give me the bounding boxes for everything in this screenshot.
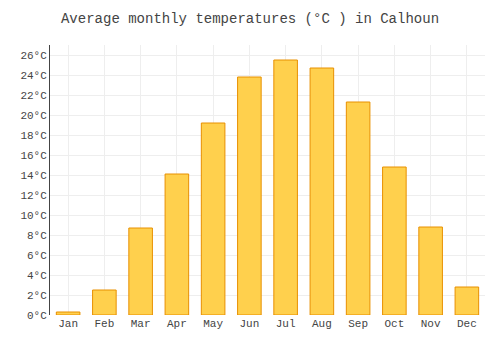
svg-text:Aug: Aug bbox=[312, 318, 332, 330]
svg-text:0°C: 0°C bbox=[27, 310, 47, 322]
svg-text:Oct: Oct bbox=[384, 318, 404, 330]
svg-text:8°C: 8°C bbox=[27, 230, 47, 242]
svg-text:22°C: 22°C bbox=[20, 90, 47, 102]
svg-text:Apr: Apr bbox=[167, 318, 187, 330]
svg-text:2°C: 2°C bbox=[27, 290, 47, 302]
svg-text:10°C: 10°C bbox=[20, 210, 47, 222]
svg-text:Jul: Jul bbox=[276, 318, 296, 330]
svg-text:Nov: Nov bbox=[421, 318, 441, 330]
svg-text:Mar: Mar bbox=[131, 318, 151, 330]
svg-text:Sep: Sep bbox=[348, 318, 368, 330]
svg-text:4°C: 4°C bbox=[27, 270, 47, 282]
svg-text:Feb: Feb bbox=[94, 318, 114, 330]
svg-text:16°C: 16°C bbox=[20, 150, 47, 162]
svg-text:Average monthly temperatures (: Average monthly temperatures (°C ) in Ca… bbox=[61, 11, 439, 27]
svg-text:26°C: 26°C bbox=[20, 50, 47, 62]
svg-text:May: May bbox=[203, 318, 223, 330]
svg-text:Dec: Dec bbox=[457, 318, 477, 330]
svg-text:18°C: 18°C bbox=[20, 130, 47, 142]
svg-text:6°C: 6°C bbox=[27, 250, 47, 262]
svg-text:14°C: 14°C bbox=[20, 170, 47, 182]
svg-text:20°C: 20°C bbox=[20, 110, 47, 122]
svg-text:Jun: Jun bbox=[239, 318, 259, 330]
svg-text:Jan: Jan bbox=[58, 318, 78, 330]
svg-text:24°C: 24°C bbox=[20, 70, 47, 82]
svg-text:12°C: 12°C bbox=[20, 190, 47, 202]
